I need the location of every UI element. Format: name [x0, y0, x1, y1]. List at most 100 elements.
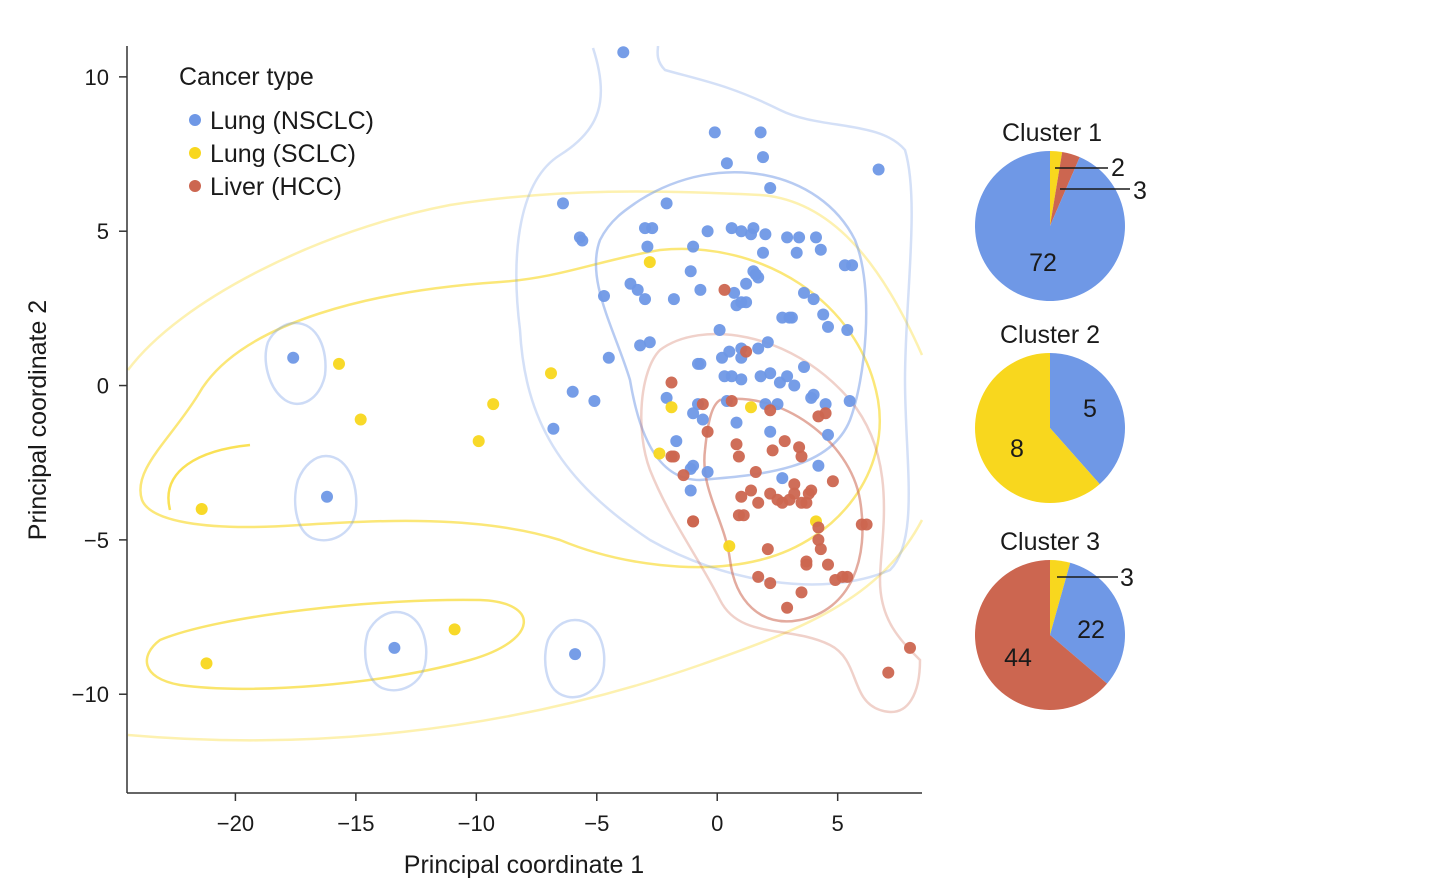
x-tick-label: −5 — [584, 811, 609, 836]
point-nsclc — [764, 367, 777, 380]
point-nsclc — [660, 391, 673, 404]
point-nsclc — [841, 324, 854, 336]
point-nsclc — [566, 385, 579, 398]
scatter-points — [195, 46, 916, 679]
point-hcc — [764, 404, 777, 417]
point-nsclc — [793, 231, 806, 244]
point-hcc — [667, 450, 680, 463]
point-nsclc — [684, 265, 697, 278]
point-nsclc — [701, 466, 714, 478]
point-nsclc — [754, 126, 767, 139]
point-nsclc — [646, 222, 659, 235]
point-hcc — [752, 570, 765, 583]
point-sclc — [545, 367, 557, 380]
point-nsclc — [667, 293, 680, 306]
point-nsclc — [807, 388, 820, 401]
point-sclc — [200, 657, 213, 670]
point-nsclc — [708, 126, 721, 139]
y-axis-title: Principal coordinate 2 — [24, 300, 52, 540]
legend-marker-sclc — [189, 147, 201, 159]
point-hcc — [696, 398, 709, 411]
point-hcc — [730, 438, 743, 451]
point-nsclc — [696, 413, 709, 426]
point-hcc — [882, 666, 895, 679]
point-nsclc — [781, 370, 794, 383]
x-tick-label: −15 — [337, 811, 374, 836]
legend-label-nsclc: Lung (NSCLC) — [210, 107, 374, 135]
pie-label: 3 — [1120, 564, 1134, 592]
point-hcc — [732, 450, 745, 463]
point-hcc — [725, 395, 738, 407]
pie-slice-nsclc — [974, 151, 1125, 301]
point-nsclc — [617, 46, 630, 59]
sclc-contour-outer — [126, 190, 924, 371]
hcc-contour-mid — [703, 397, 864, 623]
point-sclc — [354, 413, 367, 426]
point-hcc — [812, 533, 825, 546]
point-nsclc — [757, 246, 769, 259]
point-nsclc — [735, 225, 748, 238]
axes — [126, 46, 922, 794]
point-nsclc — [843, 395, 856, 407]
point-sclc — [665, 401, 678, 414]
point-hcc — [781, 601, 794, 614]
point-nsclc — [759, 228, 772, 241]
point-nsclc — [807, 293, 820, 306]
point-nsclc — [725, 222, 738, 235]
sclc-contour-outer-bottom — [127, 519, 924, 742]
point-hcc — [687, 515, 700, 528]
point-hcc — [745, 484, 757, 497]
nsclc-contour-small-3 — [363, 610, 428, 692]
point-nsclc — [631, 283, 644, 296]
legend-marker-hcc — [189, 180, 201, 192]
pie-label: 2 — [1111, 154, 1125, 182]
point-nsclc — [776, 472, 789, 485]
point-nsclc — [798, 361, 810, 373]
point-nsclc — [788, 379, 801, 392]
pie-cluster-3: Cluster 3 22 3 44 — [975, 528, 1134, 711]
pie-label: 44 — [1004, 644, 1032, 672]
pie-slice-sclc — [974, 353, 1100, 504]
point-nsclc — [687, 240, 700, 253]
point-nsclc — [846, 259, 859, 272]
point-nsclc — [764, 425, 777, 438]
point-nsclc — [713, 324, 726, 336]
point-hcc — [793, 441, 806, 454]
sclc-contour-bottom — [145, 598, 525, 691]
pie-label: 22 — [1077, 616, 1105, 644]
point-nsclc — [634, 339, 647, 352]
nsclc-contour-small-1 — [264, 321, 327, 406]
nsclc-contour-outer — [515, 45, 913, 586]
hcc-contour-outer — [640, 332, 922, 714]
point-nsclc — [694, 357, 707, 370]
x-tick-label: −20 — [217, 811, 254, 836]
pie-title: Cluster 2 — [1000, 321, 1100, 349]
point-hcc — [740, 345, 753, 358]
point-nsclc — [641, 240, 654, 253]
sclc-contour-inner — [167, 443, 251, 511]
point-hcc — [812, 521, 825, 534]
point-nsclc — [740, 277, 753, 290]
point-nsclc — [814, 243, 827, 256]
pie-cluster-1: Cluster 1 72 2 3 — [974, 119, 1147, 301]
point-hcc — [826, 475, 839, 488]
point-nsclc — [749, 268, 762, 281]
point-nsclc — [576, 234, 589, 247]
point-sclc — [487, 398, 500, 411]
point-nsclc — [547, 422, 560, 435]
point-hcc — [800, 496, 813, 509]
point-nsclc — [725, 370, 738, 383]
point-nsclc — [557, 197, 569, 210]
point-nsclc — [735, 373, 748, 386]
point-hcc — [766, 444, 779, 457]
point-nsclc — [822, 320, 834, 333]
point-hcc — [718, 283, 731, 296]
point-nsclc — [790, 246, 803, 259]
point-sclc — [643, 256, 656, 269]
point-nsclc — [822, 428, 834, 441]
point-hcc — [788, 478, 801, 491]
point-nsclc — [694, 283, 707, 296]
sclc-contour-mid — [139, 247, 881, 569]
point-sclc — [472, 435, 485, 448]
nsclc-contour-small-4 — [543, 618, 606, 699]
